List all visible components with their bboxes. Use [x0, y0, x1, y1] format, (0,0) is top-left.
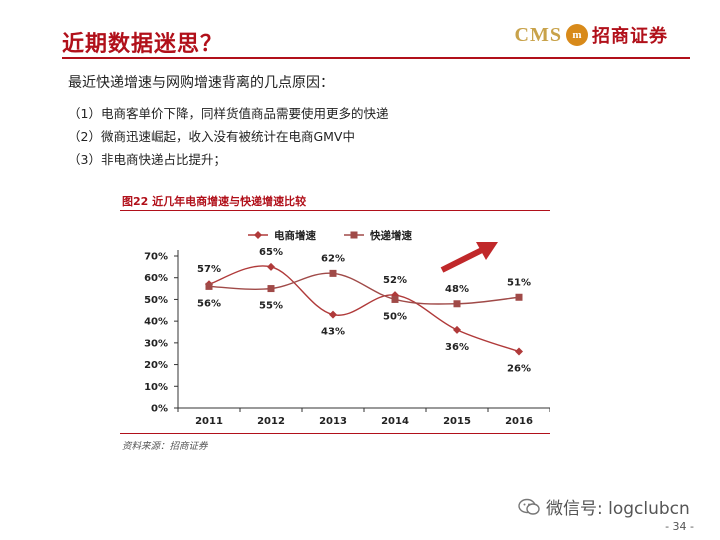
series-point-1 — [453, 300, 461, 308]
series-point-0 — [267, 262, 275, 271]
data-label: 26% — [507, 364, 531, 375]
series-line-0 — [208, 265, 520, 353]
x-tick-label: 2011 — [195, 416, 223, 427]
up-arrow-icon — [440, 242, 498, 273]
y-tick-label: 20% — [144, 360, 168, 371]
series-point-0 — [453, 325, 461, 334]
data-label: 50% — [383, 311, 407, 322]
chart-legend: 电商增速 快递增速 — [248, 229, 412, 242]
chart-series — [205, 262, 523, 356]
x-tick-label: 2016 — [505, 416, 533, 427]
reason-item: （1）电商客单价下降，同样货值商品需要使用更多的快递 — [68, 106, 389, 121]
reason-item: （2）微商迅速崛起，收入没有被统计在电商GMV中 — [68, 129, 355, 144]
data-label: 62% — [321, 253, 345, 264]
series-point-1 — [391, 295, 399, 303]
chart-data-labels: 57% 56% 55% 65% 62% 43% 52% 50% 48% 36% 51% 26% — [197, 247, 531, 375]
arrow-shaft — [440, 247, 484, 273]
figure-bottom-divider — [120, 433, 550, 434]
arrow-head — [476, 242, 498, 260]
series-point-1 — [515, 293, 523, 301]
legend-label: 快递增速 — [369, 229, 412, 242]
logo-mark-icon: m — [566, 24, 588, 46]
page-number: - 34 - — [665, 520, 694, 533]
x-tick-label: 2015 — [443, 416, 471, 427]
series-point-1 — [267, 285, 275, 293]
data-label: 52% — [383, 275, 407, 286]
wechat-icon — [518, 498, 540, 515]
y-tick-label: 30% — [144, 338, 168, 349]
data-label: 56% — [197, 298, 221, 309]
y-tick-label: 60% — [144, 273, 168, 284]
y-tick-label: 50% — [144, 295, 168, 306]
x-tick-label: 2013 — [319, 416, 347, 427]
brand-logo: CMS m 招商证券 — [515, 22, 668, 48]
watermark: 微信号: logclubcn — [518, 494, 690, 519]
y-tick-label: 10% — [144, 382, 168, 393]
series-point-0 — [391, 291, 399, 300]
growth-line-chart: 电商增速 快递增速 0% 10% 20% 30% 40% 50% 60% 70% 2011 2012… — [144, 229, 550, 427]
figure-top-divider — [120, 210, 550, 211]
legend-marker — [254, 231, 262, 239]
header-divider — [62, 57, 690, 59]
series-point-0 — [329, 310, 337, 319]
logo-cms-text: CMS — [514, 23, 562, 46]
chart-axes: 0% 10% 20% 30% 40% 50% 60% 70% 2011 2012 2013 2014 2… — [144, 250, 550, 427]
logo-company-name: 招商证券 — [592, 26, 668, 47]
data-label: 43% — [321, 327, 345, 338]
data-label: 65% — [259, 247, 283, 258]
reason-item: （3）非电商快递占比提升； — [68, 152, 226, 167]
legend-label: 电商增速 — [274, 229, 316, 242]
slide-title: 近期数据迷思？ — [62, 32, 224, 57]
y-tick-label: 0% — [151, 404, 168, 415]
data-label: 55% — [259, 301, 283, 312]
figure-title: 图22 近几年电商增速与快递增速比较 — [122, 195, 307, 208]
reasons-list: （1）电商客单价下降，同样货值商品需要使用更多的快递 （2）微商迅速崛起，收入没… — [68, 102, 388, 171]
x-tick-label: 2012 — [257, 416, 285, 427]
data-label: 36% — [445, 342, 469, 353]
data-label: 48% — [445, 284, 469, 295]
source-note: 资料来源：招商证券 — [122, 441, 208, 452]
y-tick-label: 70% — [144, 252, 168, 263]
watermark-text: 微信号: logclubcn — [546, 499, 690, 519]
series-point-1 — [329, 269, 337, 277]
data-label: 51% — [507, 277, 531, 288]
legend-marker — [350, 231, 358, 239]
y-tick-label: 40% — [144, 317, 168, 328]
series-line-1 — [208, 272, 520, 305]
data-label: 57% — [197, 264, 221, 275]
series-point-0 — [515, 347, 523, 356]
series-point-1 — [205, 282, 213, 290]
intro-text: 最近快递增速与网购增速背离的几点原因： — [68, 75, 334, 91]
x-tick-label: 2014 — [381, 416, 409, 427]
